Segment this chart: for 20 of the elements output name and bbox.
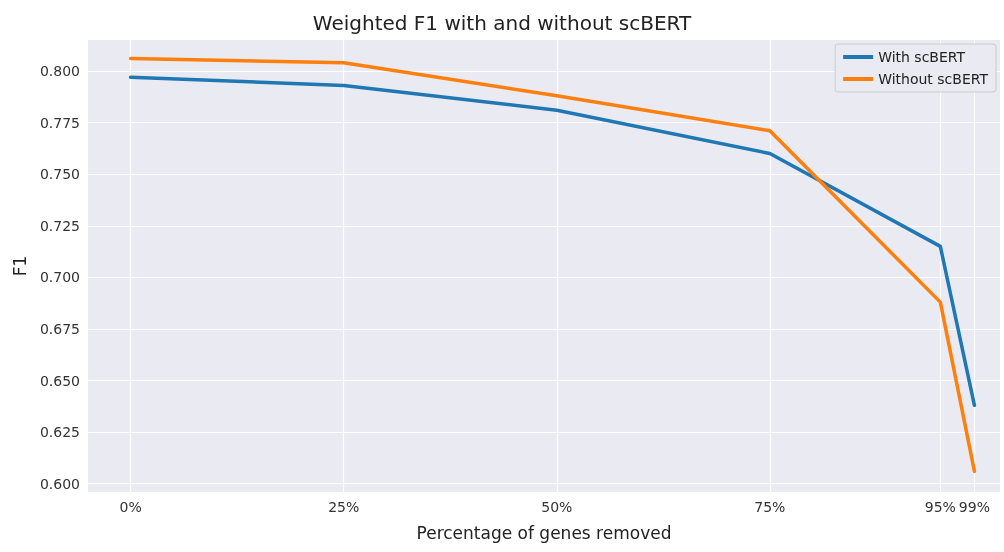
y-axis-title: F1 [9, 255, 30, 277]
y-tick-label: 0.650 [39, 372, 80, 389]
y-tick-label: 0.700 [39, 269, 80, 286]
x-tick-label: 0% [119, 499, 142, 515]
x-tick-label: 95% [924, 499, 956, 515]
x-axis-title: Percentage of genes removed [416, 522, 672, 543]
y-tick-label: 0.725 [39, 217, 80, 234]
x-tick-label: 50% [541, 499, 573, 515]
legend-label: Without scBERT [878, 71, 989, 87]
y-tick-label: 0.775 [39, 114, 80, 131]
x-tick-label: 25% [328, 499, 360, 515]
legend-label: With scBERT [878, 49, 966, 65]
y-tick-label: 0.800 [39, 62, 80, 79]
y-tick-label: 0.675 [39, 320, 80, 337]
chart-title: Weighted F1 with and without scBERT [312, 11, 692, 35]
x-tick-label: 99% [958, 499, 990, 515]
y-tick-label: 0.750 [39, 166, 80, 183]
y-tick-label: 0.625 [39, 424, 80, 441]
y-tick-label: 0.600 [39, 475, 80, 492]
x-tick-label: 75% [754, 499, 786, 515]
